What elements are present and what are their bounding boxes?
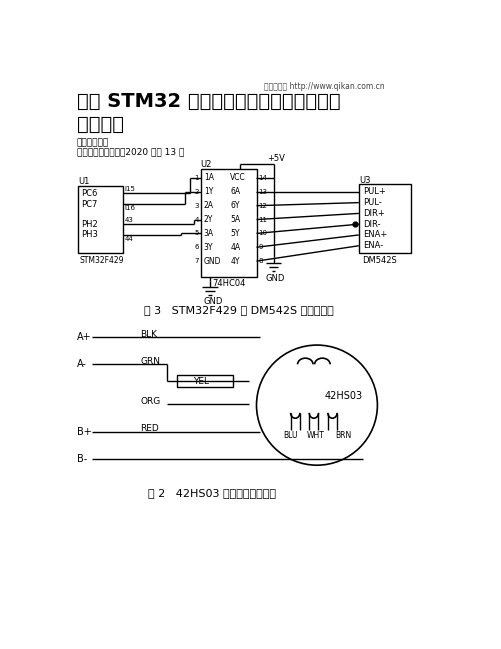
Text: 5A: 5A <box>229 215 240 224</box>
Text: BRN: BRN <box>335 432 351 440</box>
Text: U2: U2 <box>200 160 211 169</box>
Text: WHT: WHT <box>306 432 324 440</box>
Text: 2: 2 <box>194 189 199 195</box>
Text: 1Y: 1Y <box>203 188 213 197</box>
Text: U1: U1 <box>78 177 90 186</box>
Text: PC7: PC7 <box>81 200 98 209</box>
Text: 2Y: 2Y <box>203 215 213 224</box>
Bar <box>358 184 411 254</box>
Text: 42HS03: 42HS03 <box>324 391 362 401</box>
Text: A-: A- <box>77 360 86 369</box>
Text: 6Y: 6Y <box>229 201 239 210</box>
Text: 3A: 3A <box>203 229 213 238</box>
Text: 系统设计: 系统设计 <box>77 115 123 134</box>
Text: 44: 44 <box>125 236 133 241</box>
Text: 图 2   42HS03 相绕组的串联方式: 图 2 42HS03 相绕组的串联方式 <box>148 487 276 498</box>
Text: 74HC04: 74HC04 <box>212 279 245 288</box>
Text: VCC: VCC <box>229 173 245 182</box>
Text: 龙源期刊网 http://www.qikan.com.cn: 龙源期刊网 http://www.qikan.com.cn <box>264 82 384 91</box>
Text: ENA+: ENA+ <box>363 230 387 239</box>
Bar <box>78 186 123 254</box>
Text: PH3: PH3 <box>81 230 98 239</box>
Text: 13: 13 <box>258 189 267 195</box>
Text: STM32F429: STM32F429 <box>80 256 124 265</box>
Text: 图 3   STM32F429 与 DM542S 的连接电路: 图 3 STM32F429 与 DM542S 的连接电路 <box>144 305 333 315</box>
Text: 5Y: 5Y <box>229 229 239 238</box>
Bar <box>200 169 256 276</box>
Text: 4Y: 4Y <box>229 256 239 265</box>
Text: PC6: PC6 <box>81 189 98 198</box>
Text: ORG: ORG <box>140 397 160 406</box>
Text: 1A: 1A <box>203 173 213 182</box>
Text: PH2: PH2 <box>81 219 98 228</box>
Text: 1: 1 <box>194 175 199 181</box>
Text: ENA-: ENA- <box>363 241 383 251</box>
Text: 9: 9 <box>258 244 262 251</box>
Text: I15: I15 <box>125 186 135 193</box>
Text: BLU: BLU <box>283 432 297 440</box>
Text: DIR+: DIR+ <box>363 209 384 218</box>
Text: DIR-: DIR- <box>363 219 380 228</box>
Text: GND: GND <box>265 275 285 283</box>
Text: 43: 43 <box>125 217 133 223</box>
Text: GND: GND <box>203 256 221 265</box>
Text: B+: B+ <box>77 427 91 437</box>
Text: 6: 6 <box>194 244 199 251</box>
Text: YEL: YEL <box>192 376 208 386</box>
Text: DM542S: DM542S <box>361 256 396 265</box>
Text: GRN: GRN <box>140 356 160 365</box>
Text: 7: 7 <box>194 258 199 264</box>
Text: 作者：胡向东: 作者：胡向东 <box>77 138 109 147</box>
Text: 8: 8 <box>258 258 262 264</box>
Text: 10: 10 <box>258 230 267 236</box>
Text: 12: 12 <box>258 202 267 209</box>
Bar <box>177 375 233 387</box>
Text: A+: A+ <box>77 332 91 343</box>
Text: 11: 11 <box>258 217 267 223</box>
Text: GND: GND <box>203 297 223 306</box>
Text: 3: 3 <box>194 202 199 209</box>
Text: +5V: +5V <box>267 154 285 163</box>
Text: 来源：《科技视界》2020 年第 13 期: 来源：《科技视界》2020 年第 13 期 <box>77 147 184 156</box>
Text: 2A: 2A <box>203 201 213 210</box>
Text: 3Y: 3Y <box>203 243 213 252</box>
Text: 5: 5 <box>194 230 199 236</box>
Text: U3: U3 <box>358 176 370 185</box>
Text: 14: 14 <box>258 175 267 181</box>
Text: B-: B- <box>77 454 87 464</box>
Text: BLK: BLK <box>140 330 157 339</box>
Text: PUL-: PUL- <box>363 198 381 207</box>
Text: I16: I16 <box>125 205 135 211</box>
Text: 4: 4 <box>194 217 199 223</box>
Text: PUL+: PUL+ <box>363 188 385 197</box>
Text: 基于 STM32 的步进电机运动状态闭环检测: 基于 STM32 的步进电机运动状态闭环检测 <box>77 92 340 111</box>
Text: 4A: 4A <box>229 243 240 252</box>
Text: 6A: 6A <box>229 188 240 197</box>
Text: RED: RED <box>140 424 159 434</box>
